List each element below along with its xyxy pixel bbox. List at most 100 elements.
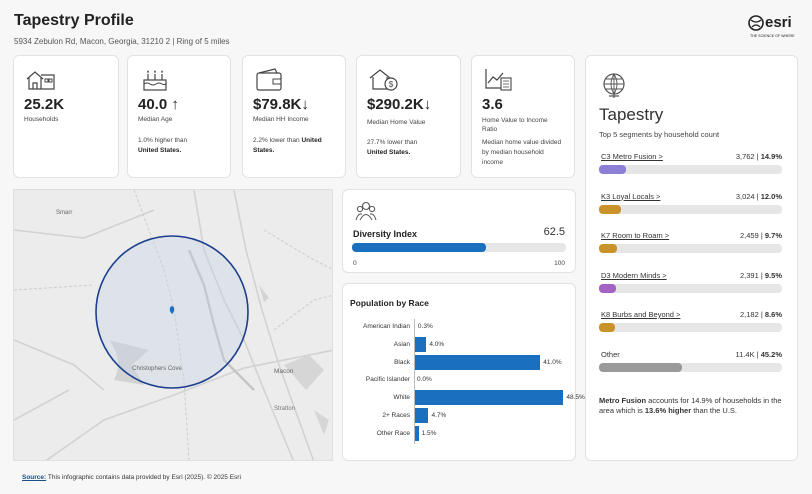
stat-label: Home Value to Income Ratio <box>482 117 548 133</box>
chart-title: Population by Race <box>350 298 429 308</box>
logo-text: esri <box>765 14 792 31</box>
segment-link[interactable]: C3 Metro Fusion > <box>601 152 663 161</box>
stat-label: Median Home Value <box>367 119 426 126</box>
stat-card-median-age: 40.0 ↑ Median Age 1.0% higher than United… <box>127 55 231 178</box>
source-link[interactable]: Source: <box>22 474 47 481</box>
race-bar <box>414 336 427 352</box>
race-category-label: Asian <box>393 340 410 348</box>
diversity-bar-fill <box>352 243 486 252</box>
segment-bar-fill <box>599 165 627 174</box>
stat-value: $290.2K↓ <box>367 96 432 113</box>
race-category-label: 2+ Races <box>382 412 410 419</box>
diversity-bar-track <box>352 243 566 252</box>
segment-bar-track <box>599 244 782 253</box>
footer-text: This infographic contains data provided … <box>46 474 241 481</box>
segment-bar-fill <box>599 323 615 332</box>
race-value-label: 0.3% <box>417 323 433 330</box>
map-label-macon: Macon <box>274 368 294 375</box>
diversity-index-card: Diversity Index 62.5 0 100 <box>342 189 576 273</box>
race-bar <box>414 408 429 423</box>
stat-card-ratio: 3.6 Home Value to Income Ratio Median ho… <box>471 55 575 178</box>
segment-bar-track <box>599 283 782 293</box>
segment-value: 11.4K | 45.2% <box>735 349 782 359</box>
segment-bar-fill <box>599 204 621 214</box>
stat-value: 3.6 <box>482 96 503 113</box>
wallet-icon <box>256 68 282 91</box>
stat-label: Median Age <box>138 116 173 123</box>
map-label-smarr: Smarr <box>56 210 73 216</box>
race-value-label: 41.0% <box>543 358 562 366</box>
stat-note: 27.7% lower than United States. <box>367 139 418 156</box>
stat-value: 40.0 ↑ <box>138 96 179 113</box>
svg-text:$: $ <box>389 80 394 89</box>
stat-card-households: 25.2K Households <box>13 55 119 178</box>
globe-icon <box>748 15 764 31</box>
stat-card-home-value: $ $290.2K↓ Median Home Value 27.7% lower… <box>356 55 461 178</box>
footer: Source: This infographic contains data p… <box>22 474 241 481</box>
location-subtitle: 5934 Zebulon Rd, Macon, Georgia, 31210 2… <box>14 37 230 46</box>
segment-link[interactable]: K3 Loyal Locals > <box>601 191 661 201</box>
segment-value: 2,391 | 9.5% <box>740 270 782 280</box>
stat-value: 25.2K <box>24 96 65 113</box>
race-bar-chart: American Indian 0.3% Asian 4.0% Black 41.0% Pa… <box>343 319 585 449</box>
map-label-christophers-cove: Christophers Cove <box>132 366 182 372</box>
stat-note: 1.0% higher than United States. <box>138 137 188 154</box>
segment-value: 2,182 | 8.6% <box>740 310 782 319</box>
race-bar <box>414 354 541 370</box>
stat-card-median-income: $79.8K↓ Median HH Income 2.2% lower than… <box>242 55 346 178</box>
page-title: Tapestry Profile <box>14 12 134 29</box>
stat-note: 2.2% lower than United States. <box>253 137 322 154</box>
globe-grid-icon <box>603 73 625 98</box>
race-value-label: 4.0% <box>429 340 445 348</box>
diversity-min: 0 <box>353 260 357 267</box>
tapestry-summary: Metro Fusion accounts for 14.9% of house… <box>599 396 782 415</box>
race-value-label: 1.5% <box>421 429 437 437</box>
segment-link[interactable]: D3 Modern Minds > <box>601 270 667 280</box>
segment-value: 3,762 | 14.9% <box>735 152 782 161</box>
race-category-label: Black <box>394 358 410 366</box>
segment-bar-fill <box>599 244 617 253</box>
race-axis-line <box>414 319 415 444</box>
segment-bar-fill <box>599 283 617 293</box>
tapestry-card: Tapestry Top 5 segments by household cou… <box>585 55 798 461</box>
people-icon <box>355 201 377 221</box>
race-category-label: Pacific Islander <box>365 376 410 384</box>
segment-bar-track <box>599 165 782 174</box>
race-category-label: Other Race <box>376 429 410 437</box>
race-bar <box>414 425 419 441</box>
segment-value: 2,459 | 9.7% <box>740 231 782 240</box>
stat-label: Households <box>24 116 59 123</box>
segment-bar-track <box>599 323 782 332</box>
race-bar <box>414 390 564 406</box>
race-value-label: 0.0% <box>417 376 432 384</box>
segment-link[interactable]: K8 Burbs and Beyond > <box>601 310 681 319</box>
tapestry-subtitle: Top 5 segments by household count <box>599 130 720 139</box>
home-value-icon: $ <box>369 69 398 91</box>
segment-link[interactable]: K7 Room to Roam > <box>601 231 670 240</box>
stat-note: Median home value divided by median hous… <box>482 139 562 166</box>
location-map[interactable]: Smarr Christophers Cove Macon Stratton <box>13 189 333 461</box>
esri-logo: esri THE SCIENCE OF WHERE <box>748 14 798 40</box>
logo-tagline: THE SCIENCE OF WHERE <box>750 34 795 38</box>
map-label-stratton: Stratton <box>274 406 296 412</box>
segment-bar-track <box>599 362 782 372</box>
segment-bar-track <box>599 204 782 214</box>
diversity-max: 100 <box>554 260 565 267</box>
race-value-label: 48.5% <box>566 394 585 402</box>
house-icon <box>26 71 55 90</box>
ratio-chart-icon <box>485 69 512 91</box>
diversity-title: Diversity Index <box>353 229 418 239</box>
stat-value: $79.8K↓ <box>253 96 309 113</box>
diversity-value: 62.5 <box>543 226 565 238</box>
race-value-label: 4.7% <box>431 412 447 419</box>
segment-bar-fill <box>599 362 682 372</box>
race-category-label: American Indian <box>363 323 410 330</box>
population-by-race-card: Population by Race American Indian 0.3% As… <box>342 283 585 461</box>
cake-icon <box>143 70 167 91</box>
race-category-label: White <box>393 394 410 402</box>
stat-label: Median HH Income <box>253 116 309 123</box>
map-canvas <box>14 190 332 460</box>
segment-other-label: Other <box>601 349 620 359</box>
tapestry-title: Tapestry <box>599 105 664 124</box>
segment-value: 3,024 | 12.0% <box>735 191 782 201</box>
